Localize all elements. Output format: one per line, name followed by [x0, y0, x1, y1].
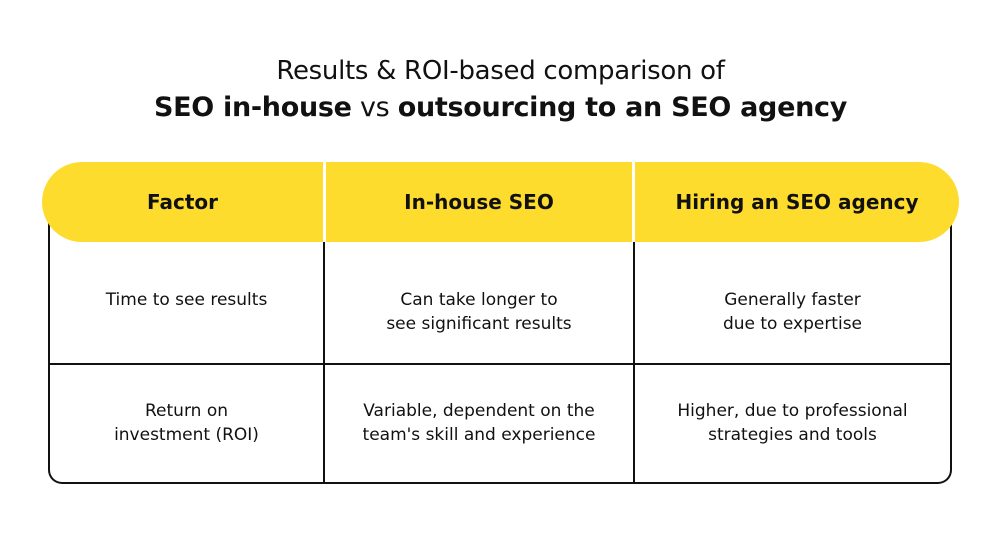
- title-line-1: Results & ROI-based comparison of: [276, 56, 725, 86]
- cell-line: strategies and tools: [708, 425, 877, 445]
- title-vs: vs: [359, 92, 390, 123]
- cell-line: Return on: [145, 401, 228, 421]
- cell-line: see significant results: [386, 314, 572, 334]
- cell-line: due to expertise: [722, 314, 863, 334]
- header-separator-1: [323, 162, 326, 242]
- table-cell-factor-row-2: Return on investment (ROI): [50, 373, 323, 473]
- header-inhouse-seo: In-house SEO: [404, 190, 554, 214]
- title-part-inhouse: SEO in-house: [153, 92, 352, 123]
- cell-line: Higher, due to professional: [677, 401, 908, 421]
- table-header: Factor In-house SEO Hiring an SEO agency: [42, 162, 959, 242]
- table-cell-inhouse-row-1: Can take longer to see significant resul…: [325, 262, 633, 362]
- cell-line: Variable, dependent on the: [363, 401, 595, 421]
- table-cell-inhouse-row-2: Variable, dependent on the team's skill …: [325, 373, 633, 473]
- header-factor: Factor: [146, 190, 218, 214]
- header-seo-agency: Hiring an SEO agency: [675, 190, 919, 214]
- row-divider: [48, 363, 952, 365]
- title-line-2: SEO in-house vs outsourcing to an SEO ag…: [0, 92, 1001, 123]
- table-cell-factor-row-1: Time to see results: [50, 262, 323, 337]
- cell-line: Time to see results: [105, 289, 268, 310]
- cell-line: team's skill and experience: [362, 425, 596, 445]
- comparison-table-body: [48, 200, 952, 484]
- title-part-agency: outsourcing to an SEO agency: [397, 92, 848, 123]
- table-cell-agency-row-1: Generally faster due to expertise: [635, 262, 950, 362]
- cell-line: Generally faster: [724, 290, 861, 310]
- cell-line: investment (ROI): [114, 425, 259, 445]
- cell-line: Can take longer to: [400, 290, 558, 310]
- header-separator-2: [632, 162, 635, 242]
- table-cell-agency-row-2: Higher, due to professional strategies a…: [635, 373, 950, 473]
